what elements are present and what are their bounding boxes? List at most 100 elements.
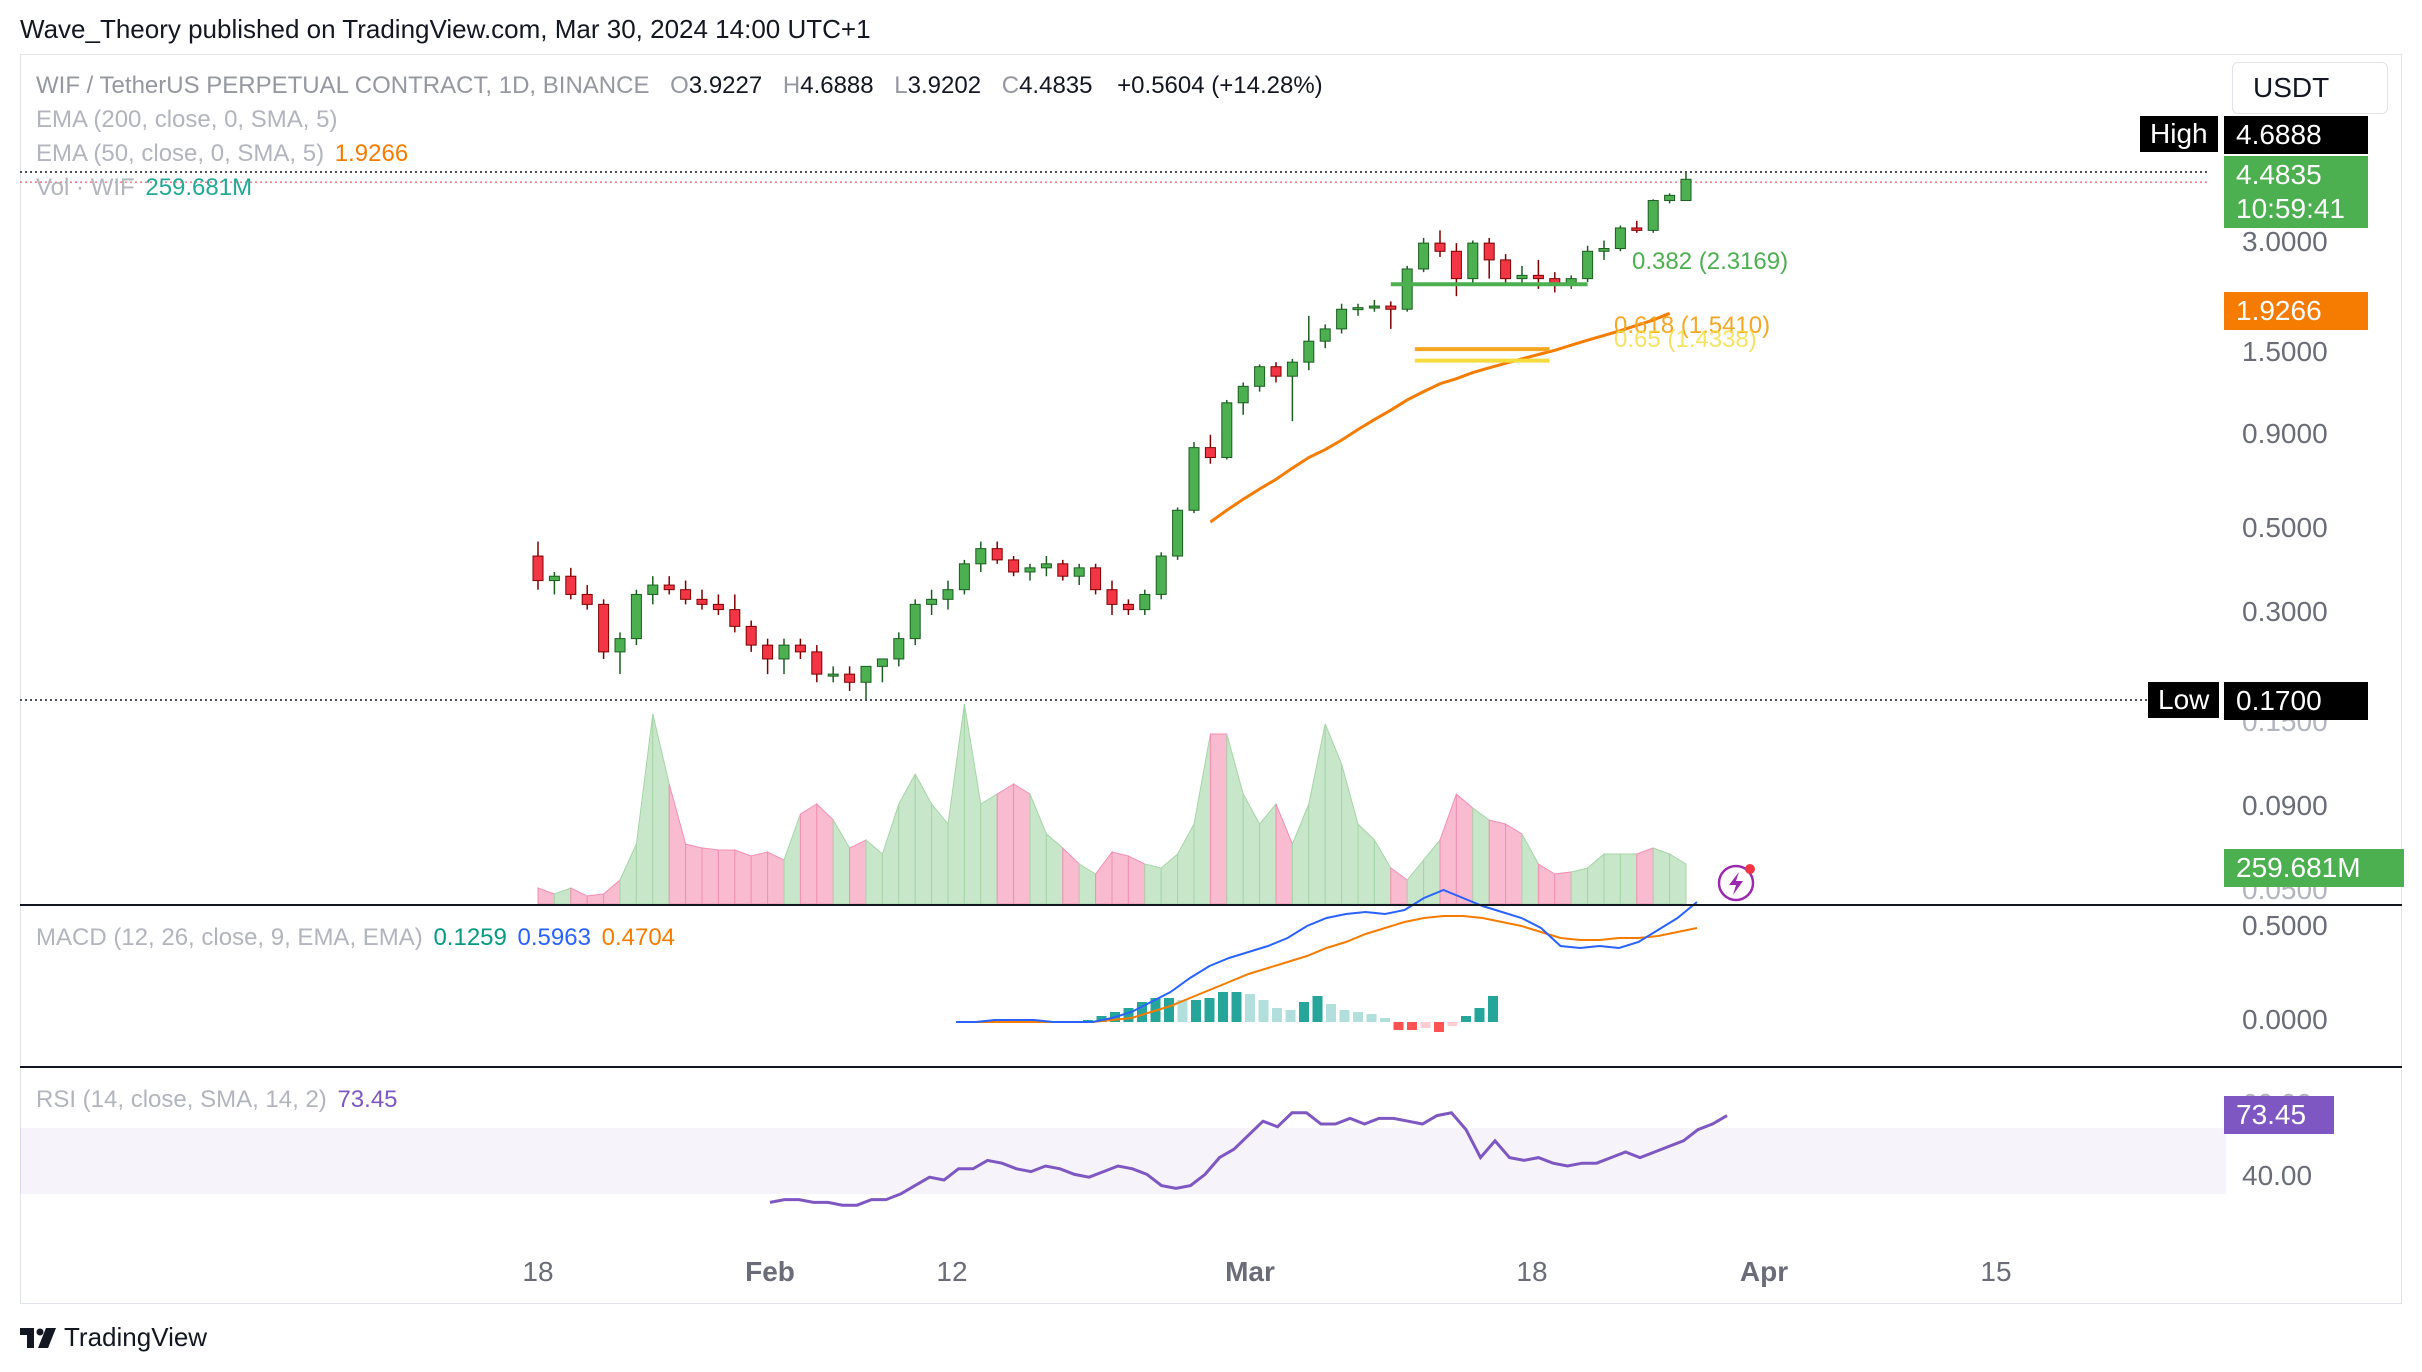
volume-area-segment <box>1505 823 1523 905</box>
candle-body <box>647 584 659 595</box>
candle-body <box>1532 274 1544 280</box>
candle-body <box>860 665 872 683</box>
ema50-legend[interactable]: EMA (50, close, 0, SMA, 5) 1.9266 <box>36 140 412 168</box>
close-label: C <box>1001 72 1020 99</box>
ema50-line <box>1209 311 1671 524</box>
macd-histogram-bar <box>1434 1022 1444 1032</box>
macd-value: 0.5963 <box>517 924 591 951</box>
high-value: 4.6888 <box>800 72 874 99</box>
price-tick: 0.0900 <box>2242 790 2328 821</box>
volume-area-segment <box>947 703 965 905</box>
rsi-tick: 40.00 <box>2242 1160 2313 1191</box>
volume-area-segment <box>1029 793 1047 905</box>
candle-body <box>532 555 544 582</box>
candle-body <box>745 625 757 646</box>
candle-body <box>1204 447 1216 459</box>
macd-histogram-bar <box>1299 1002 1309 1022</box>
macd-histogram-bar <box>1204 998 1215 1022</box>
change-value: +0.5604 (+14.28%) <box>1117 72 1323 99</box>
macd-histogram-bar <box>1258 1000 1269 1022</box>
volume-area-segment <box>652 713 670 905</box>
volume-area-segment <box>1013 783 1031 905</box>
volume-area-segment <box>1472 807 1490 905</box>
rsi-value: 73.45 <box>337 1086 398 1113</box>
candle-body <box>1598 248 1610 252</box>
volume-area-segment <box>1062 846 1080 905</box>
fib-382-label: 0.382 (2.3169) <box>1632 248 1789 275</box>
candle-body <box>1008 559 1020 573</box>
macd-histogram-bar <box>1353 1012 1363 1022</box>
candle-body <box>663 584 675 591</box>
volume-area-segment <box>1324 723 1343 905</box>
candle-body <box>1664 194 1676 202</box>
macd-signal-value: 0.4704 <box>601 924 676 951</box>
currency-button[interactable]: USDT <box>2232 62 2388 114</box>
volume-area-segment <box>849 839 867 905</box>
candle-body <box>778 644 790 660</box>
macd-histogram-bar <box>1191 1000 1201 1022</box>
candle-body <box>614 638 626 653</box>
candle-body <box>598 603 610 653</box>
volume-area-segment <box>914 773 933 905</box>
volume-area-segment <box>1193 733 1211 905</box>
volume-area-segment <box>1242 793 1261 905</box>
volume-tag: 259.681M <box>2224 849 2404 887</box>
volume-area-segment <box>734 849 752 905</box>
volume-area-segment <box>1259 802 1277 905</box>
candle-body <box>1303 340 1315 363</box>
volume-area-segment <box>701 847 719 905</box>
macd-legend[interactable]: MACD (12, 26, close, 9, EMA, EMA) 0.1259… <box>36 924 679 952</box>
macd-histogram-bar <box>1231 992 1242 1022</box>
volume-legend[interactable]: Vol · WIF 259.681M <box>36 174 256 202</box>
volume-area-segment <box>1291 803 1310 905</box>
candle-body <box>762 644 774 660</box>
price-tick: 0.9000 <box>2242 418 2328 449</box>
macd-histogram-bar <box>1488 996 1498 1022</box>
candle-body <box>1155 555 1167 595</box>
candle-body <box>1057 563 1069 577</box>
volume-area-segment <box>1406 858 1425 905</box>
candle-body <box>1582 250 1594 280</box>
volume-area-segment <box>1669 853 1687 905</box>
volume-label: Vol · WIF <box>36 174 135 201</box>
candle-body <box>1237 385 1249 404</box>
volume-area-segment <box>1488 819 1507 905</box>
candle-body <box>548 575 560 582</box>
candle-body <box>909 603 921 640</box>
candle-body <box>1614 227 1626 250</box>
low-label: L <box>894 72 908 99</box>
candle-body <box>1319 328 1331 342</box>
candle-body <box>1254 366 1266 387</box>
macd-histogram-bar <box>1380 1018 1390 1022</box>
symbol-title[interactable]: WIF / TetherUS PERPETUAL CONTRACT, 1D, B… <box>36 72 650 99</box>
volume-area-segment <box>1603 853 1621 905</box>
footer-brand[interactable]: TradingView <box>20 1322 207 1353</box>
ema200-legend[interactable]: EMA (200, close, 0, SMA, 5) <box>36 106 341 134</box>
volume-area-segment <box>1537 863 1556 905</box>
time-tick: 18 <box>1516 1256 1548 1287</box>
macd-histogram-bar <box>1420 1022 1431 1028</box>
macd-histogram-bar <box>1447 1022 1458 1026</box>
candle-body <box>1188 447 1200 511</box>
volume-area-segment <box>1357 822 1375 905</box>
macd-histogram-bar <box>1245 994 1255 1022</box>
volume-area-segment <box>586 893 605 905</box>
candle-body <box>581 593 593 605</box>
rsi-legend[interactable]: RSI (14, close, SMA, 14, 2) 73.45 <box>36 1086 402 1114</box>
candle-body <box>1500 259 1512 280</box>
candle-body <box>1631 227 1643 231</box>
macd-histogram-bar <box>1339 1010 1350 1022</box>
volume-area-segment <box>1439 793 1457 905</box>
ema50-value: 1.9266 <box>334 140 409 167</box>
ema-price-tag: 1.9266 <box>2224 292 2368 330</box>
volume-area-segment <box>1341 763 1359 905</box>
macd-line <box>956 888 1698 1023</box>
macd-histogram-bar <box>1474 1008 1485 1022</box>
pane-divider[interactable] <box>20 904 2402 906</box>
chart-frame[interactable] <box>20 54 2402 1304</box>
pane-divider[interactable] <box>20 1066 2402 1068</box>
volume-area-segment <box>1209 733 1228 905</box>
high-price-tag: 4.6888 <box>2224 116 2368 154</box>
candle-body <box>1516 274 1528 280</box>
